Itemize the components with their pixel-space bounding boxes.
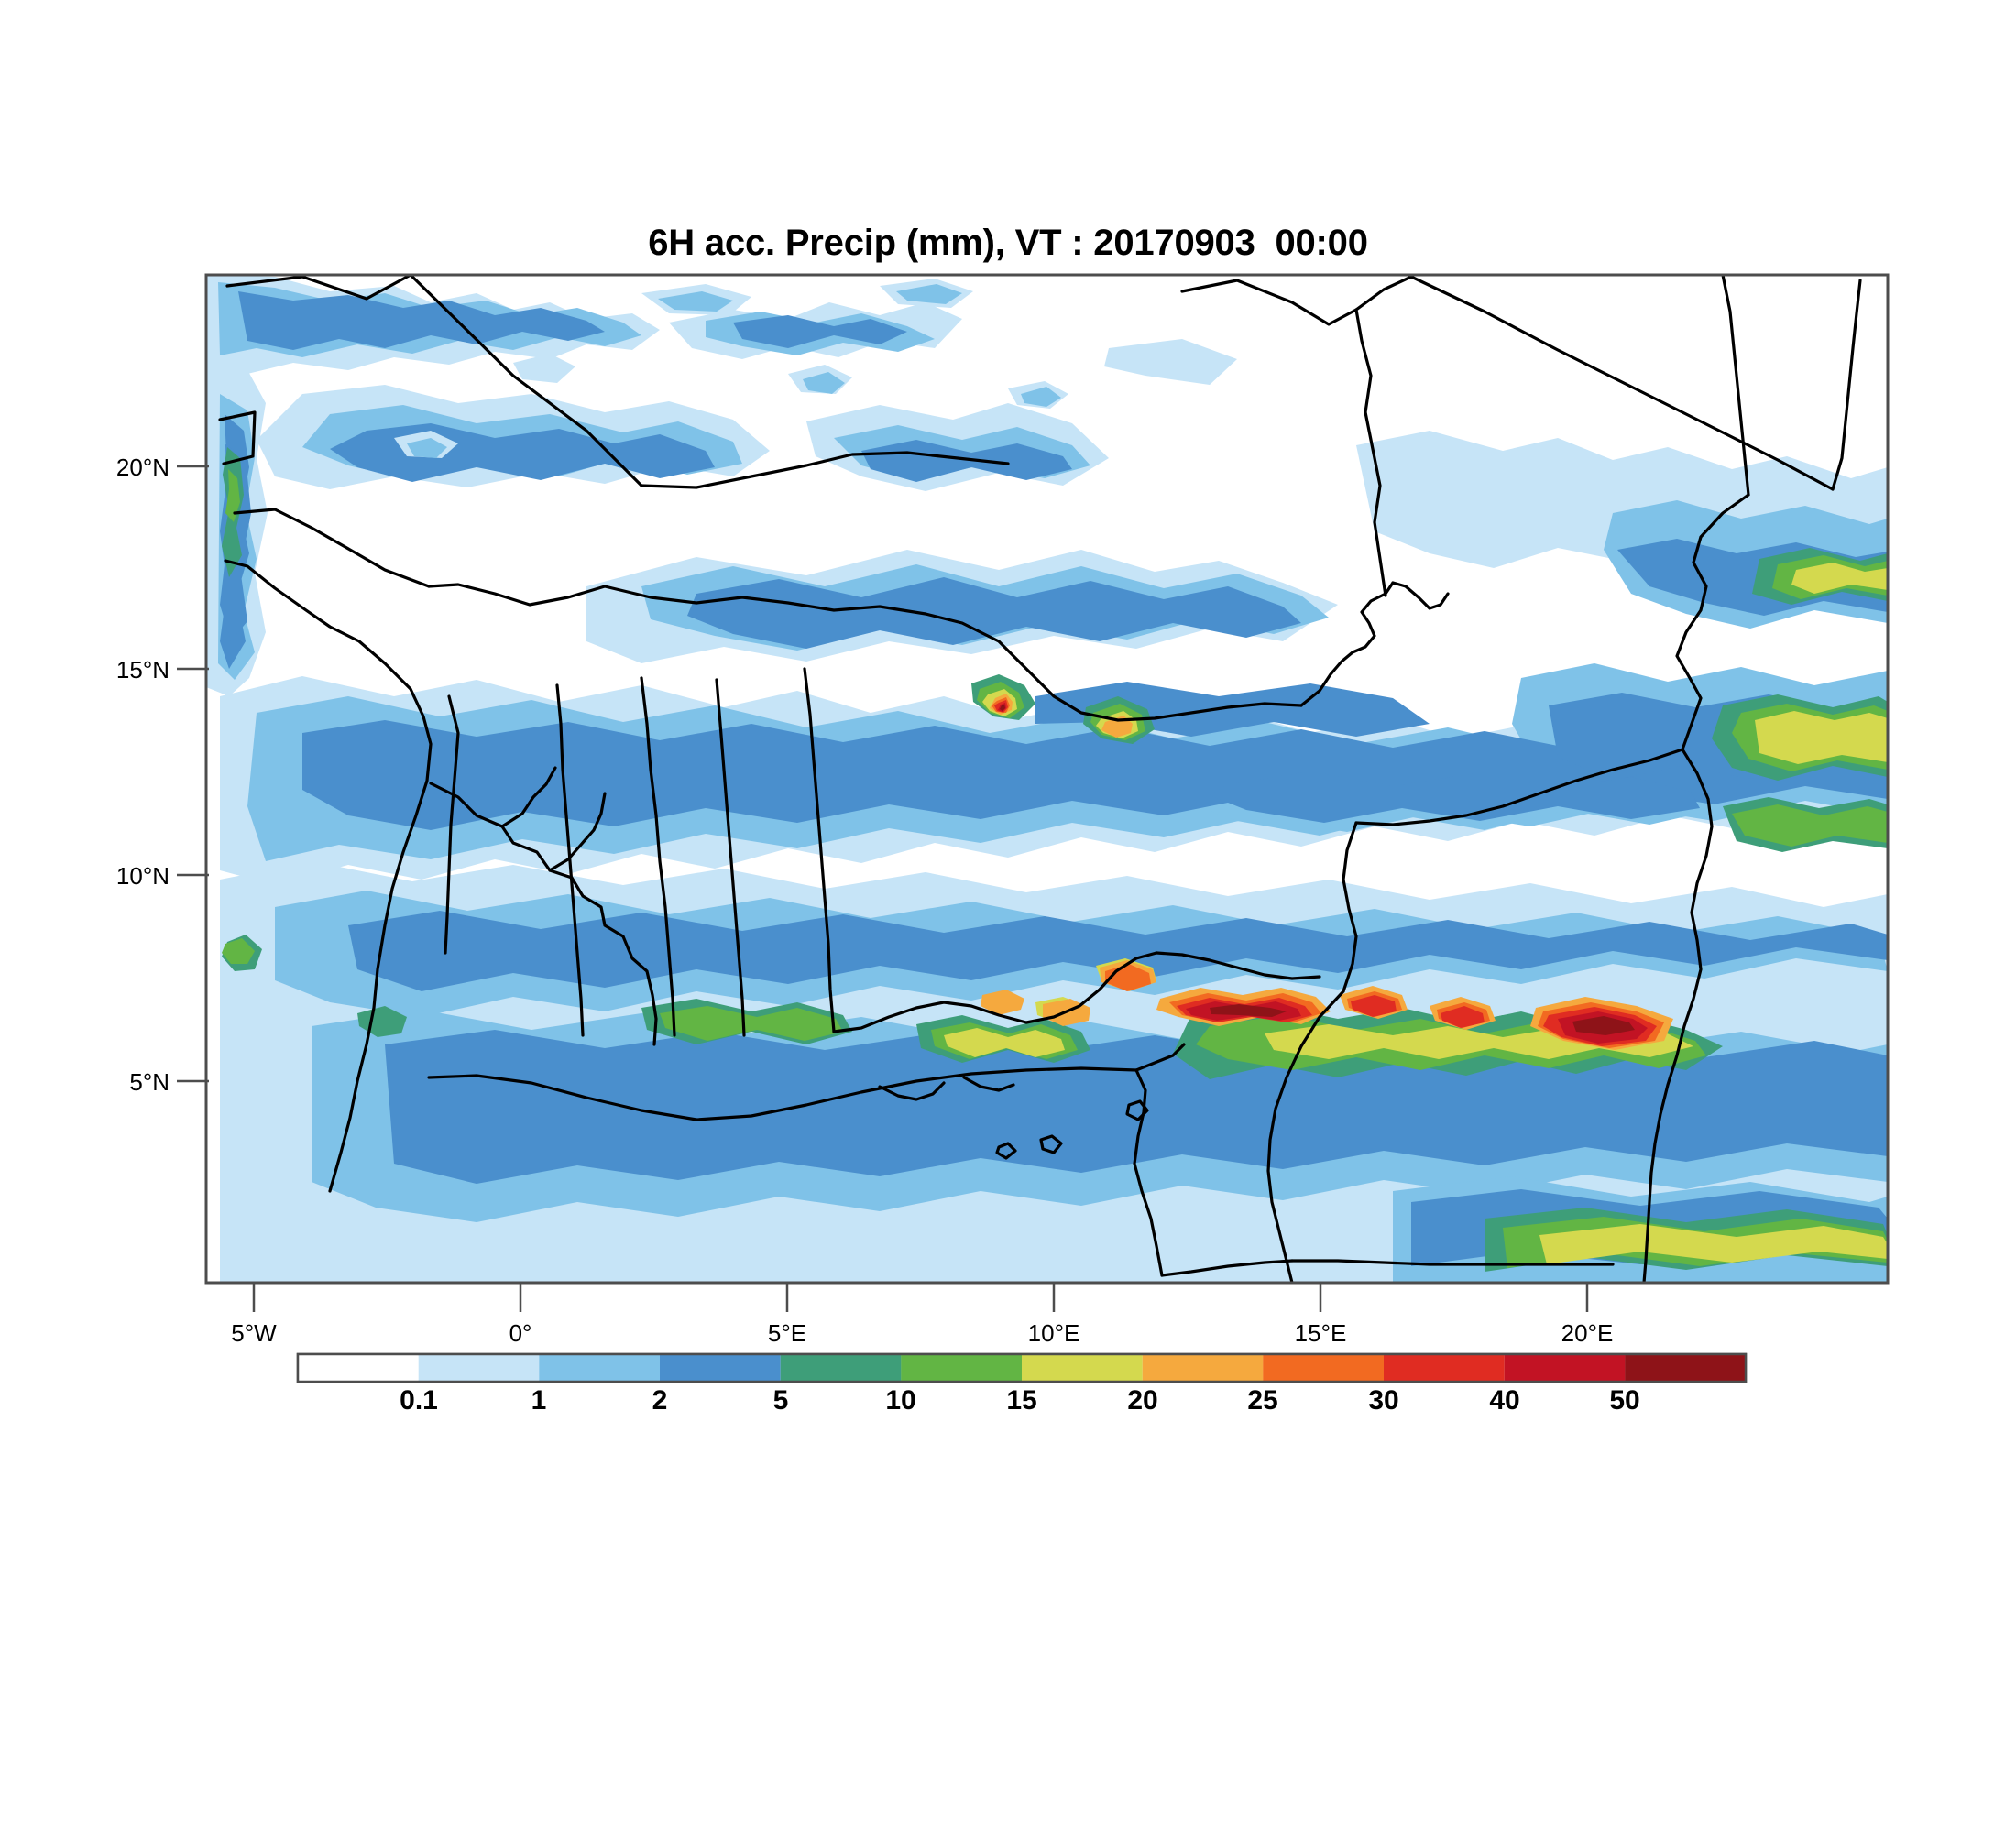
colorbar-tick-2: 2 [652,1385,668,1416]
colorbar-tick-1: 1 [531,1385,547,1416]
colorbar-segment-1 [418,1354,540,1382]
colorbar-segment-4 [780,1354,902,1382]
colorbar-segment-11 [1625,1354,1746,1382]
y-tick-label-10n: 10°N [115,862,170,890]
precip-band-gt-50 [1000,705,1635,1035]
colorbar-tick-5: 5 [772,1385,789,1416]
y-tick-marks [177,465,209,1083]
colorbar-tick-50: 50 [1609,1385,1640,1416]
colorbar-tick-25: 25 [1247,1385,1278,1416]
precip-scattered-medium [407,284,1061,458]
colorbar-tick-0.1: 0.1 [400,1385,438,1416]
x-tick-label-10e: 10°E [1027,1319,1080,1347]
colorbar-segment-6 [1022,1354,1143,1382]
colorbar-tick-40: 40 [1489,1385,1520,1416]
y-tick-label-15n: 15°N [115,656,170,683]
colorbar-segment-10 [1504,1354,1626,1382]
colorbar-tick-15: 15 [1006,1385,1037,1416]
y-tick-label-20n: 20°N [115,454,170,481]
colorbar-segment-7 [1142,1354,1264,1382]
colorbar-segment-9 [1384,1354,1505,1382]
colorbar-tick-10: 10 [885,1385,916,1416]
colorbar [296,1352,1748,1383]
colorbar-segment-3 [660,1354,781,1382]
page-title: 6H acc. Precip (mm), VT : 20170903 00:00 [648,223,1368,263]
colorbar-segment-8 [1263,1354,1384,1382]
x-tick-label-15e: 15°E [1294,1319,1347,1347]
x-tick-label-5e: 5°E [767,1319,807,1347]
x-tick-label-20e: 20°E [1561,1319,1614,1347]
colorbar-segment-5 [901,1354,1022,1382]
axes-frame [204,273,1890,1285]
colorbar-segment-0 [298,1354,419,1382]
country-borders [218,275,1862,1283]
x-tick-label-0: 0° [509,1319,532,1347]
y-tick-label-5n: 5°N [129,1068,170,1096]
colorbar-tick-30: 30 [1368,1385,1399,1416]
colorbar-tick-20: 20 [1127,1385,1158,1416]
x-tick-label-5w: 5°W [231,1319,277,1347]
colorbar-segment-2 [539,1354,660,1382]
x-tick-marks [252,1283,1589,1312]
